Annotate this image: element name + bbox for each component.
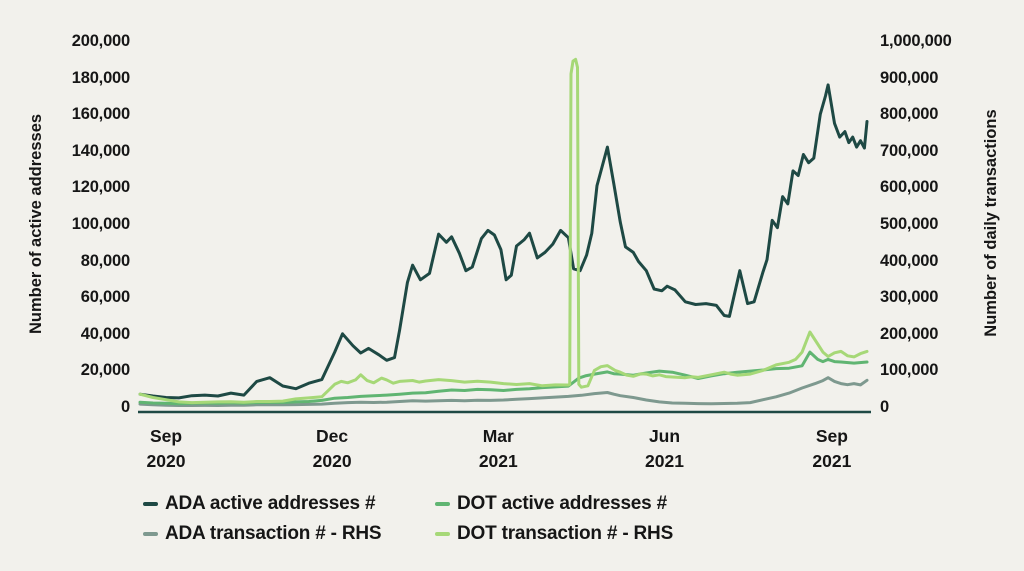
right-axis-tick: 900,000 [880,68,939,87]
x-tick-year: 2021 [478,451,518,471]
x-tick-month: Sep [815,426,848,446]
left-axis-tick: 40,000 [80,324,130,343]
left-axis-tick: 0 [121,398,130,416]
left-axis-tick: 200,000 [71,32,130,50]
legend-label: ADA active addresses # [165,493,376,514]
right-axis-tick: 100,000 [880,361,939,380]
series-line-ada-active-addresses [138,83,869,400]
legend-label: DOT active addresses # [457,493,667,514]
legend-swatch-ada-active-addresses [143,502,158,506]
chart-legend: ADA active addresses # DOT active address… [143,489,673,549]
legend-swatch-dot-transactions [435,532,450,536]
legend-item-ada-active-addresses: ADA active addresses # [143,489,435,519]
x-axis-tick: Sep 2020 [111,424,221,474]
x-tick-month: Jun [648,426,681,446]
x-tick-month: Sep [149,426,183,446]
x-axis-tick: Sep 2021 [777,424,887,474]
right-axis-tick: 500,000 [880,215,939,233]
left-axis-tick: 140,000 [71,141,130,160]
right-axis-tick: 200,000 [880,324,939,343]
series-line-dot-active-addresses [138,350,869,406]
legend-item-ada-transactions: ADA transaction # - RHS [143,519,435,549]
left-axis-tick: 20,000 [80,361,130,380]
left-axis-tick: 80,000 [80,251,130,270]
x-tick-month: Mar [482,426,514,446]
right-axis-tick: 0 [880,398,889,416]
left-axis-tick: 60,000 [80,288,130,307]
x-axis-tick: Jun 2021 [610,424,720,474]
x-tick-month: Dec [316,426,349,446]
legend-swatch-dot-active-addresses [435,502,450,506]
series-line-ada-transactions [138,376,869,407]
x-tick-year: 2021 [645,451,684,471]
right-axis-tick: 400,000 [880,251,939,270]
legend-label: ADA transaction # - RHS [165,523,382,544]
left-axis-tick: 160,000 [71,105,130,124]
x-tick-year: 2020 [146,451,186,471]
x-axis-tick: Mar 2021 [443,424,553,474]
right-axis-tick: 800,000 [880,105,939,124]
right-axis-tick: 700,000 [880,141,939,160]
left-axis-tick: 100,000 [71,215,130,233]
legend-swatch-ada-transactions [143,532,158,536]
x-tick-year: 2021 [812,451,852,471]
legend-item-dot-transactions: DOT transaction # - RHS [435,519,673,549]
left-axis-tick: 120,000 [71,178,130,197]
right-axis-tick: 600,000 [880,178,939,197]
left-axis-tick: 180,000 [71,68,130,87]
series-line-dot-transactions [138,57,869,405]
x-axis-tick: Dec 2020 [277,424,387,474]
legend-label: DOT transaction # - RHS [457,523,674,544]
x-tick-year: 2020 [312,451,352,471]
right-axis-tick: 1,000,000 [880,32,952,50]
legend-item-dot-active-addresses: DOT active addresses # [435,489,673,519]
right-axis-tick: 300,000 [880,288,939,307]
